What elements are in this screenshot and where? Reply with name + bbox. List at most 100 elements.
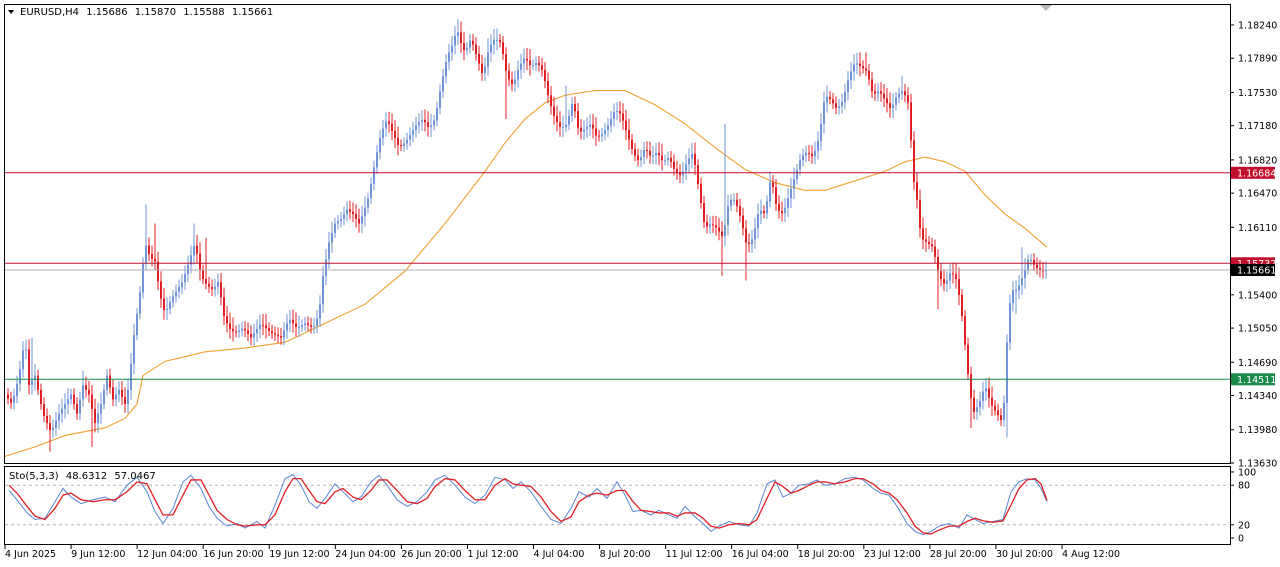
bull-candle[interactable] bbox=[826, 96, 828, 103]
bear-candle[interactable] bbox=[973, 397, 975, 413]
bear-candle[interactable] bbox=[352, 211, 354, 215]
bull-candle[interactable] bbox=[853, 64, 855, 72]
bear-candle[interactable] bbox=[91, 394, 93, 409]
bull-candle[interactable] bbox=[145, 245, 147, 264]
bear-candle[interactable] bbox=[508, 70, 510, 80]
bear-candle[interactable] bbox=[244, 328, 246, 331]
bull-candle[interactable] bbox=[730, 199, 732, 207]
bull-candle[interactable] bbox=[445, 62, 447, 77]
bear-candle[interactable] bbox=[1039, 267, 1041, 271]
bull-candle[interactable] bbox=[406, 139, 408, 144]
bear-candle[interactable] bbox=[499, 39, 501, 43]
bull-candle[interactable] bbox=[175, 291, 177, 297]
bear-candle[interactable] bbox=[919, 199, 921, 229]
bull-candle[interactable] bbox=[319, 304, 321, 319]
bear-candle[interactable] bbox=[112, 387, 114, 400]
bull-candle[interactable] bbox=[139, 292, 141, 314]
bear-candle[interactable] bbox=[703, 202, 705, 222]
bear-candle[interactable] bbox=[250, 334, 252, 338]
bull-candle[interactable] bbox=[691, 153, 693, 159]
bull-candle[interactable] bbox=[784, 207, 786, 214]
bear-candle[interactable] bbox=[274, 333, 276, 335]
bear-candle[interactable] bbox=[676, 168, 678, 173]
bull-candle[interactable] bbox=[454, 35, 456, 46]
bear-candle[interactable] bbox=[772, 182, 774, 188]
bull-candle[interactable] bbox=[586, 126, 588, 130]
bull-candle[interactable] bbox=[976, 407, 978, 413]
bear-candle[interactable] bbox=[502, 42, 504, 55]
bear-candle[interactable] bbox=[1000, 415, 1002, 420]
bull-candle[interactable] bbox=[895, 97, 897, 105]
bear-candle[interactable] bbox=[460, 32, 462, 44]
bear-candle[interactable] bbox=[556, 115, 558, 123]
bear-candle[interactable] bbox=[637, 155, 639, 161]
bear-candle[interactable] bbox=[574, 103, 576, 112]
bear-candle[interactable] bbox=[994, 405, 996, 411]
bear-candle[interactable] bbox=[151, 253, 153, 259]
bull-candle[interactable] bbox=[451, 45, 453, 53]
bear-candle[interactable] bbox=[964, 316, 966, 345]
bull-candle[interactable] bbox=[31, 380, 33, 386]
bear-candle[interactable] bbox=[937, 256, 939, 272]
bull-candle[interactable] bbox=[412, 130, 414, 135]
bear-candle[interactable] bbox=[526, 58, 528, 61]
bull-candle[interactable] bbox=[313, 325, 315, 327]
bull-candle[interactable] bbox=[97, 413, 99, 424]
bear-candle[interactable] bbox=[85, 385, 87, 390]
bear-candle[interactable] bbox=[649, 150, 651, 156]
bull-candle[interactable] bbox=[256, 329, 258, 334]
bull-candle[interactable] bbox=[436, 107, 438, 121]
bear-candle[interactable] bbox=[229, 323, 231, 329]
bear-candle[interactable] bbox=[706, 221, 708, 227]
bull-candle[interactable] bbox=[286, 323, 288, 331]
bull-candle[interactable] bbox=[103, 389, 105, 405]
bear-candle[interactable] bbox=[349, 209, 351, 212]
bull-candle[interactable] bbox=[898, 93, 900, 98]
bull-candle[interactable] bbox=[604, 130, 606, 135]
bear-candle[interactable] bbox=[775, 187, 777, 204]
bear-candle[interactable] bbox=[970, 373, 972, 398]
bear-candle[interactable] bbox=[958, 278, 960, 295]
bull-candle[interactable] bbox=[844, 92, 846, 102]
bull-candle[interactable] bbox=[361, 216, 363, 224]
bear-candle[interactable] bbox=[205, 278, 207, 284]
bear-candle[interactable] bbox=[544, 69, 546, 82]
bull-candle[interactable] bbox=[709, 224, 711, 227]
bear-candle[interactable] bbox=[211, 286, 213, 290]
bull-candle[interactable] bbox=[127, 389, 129, 405]
bear-candle[interactable] bbox=[658, 153, 660, 156]
bear-candle[interactable] bbox=[748, 242, 750, 245]
bear-candle[interactable] bbox=[391, 123, 393, 131]
bear-candle[interactable] bbox=[7, 394, 9, 399]
bull-candle[interactable] bbox=[373, 167, 375, 184]
bull-candle[interactable] bbox=[769, 182, 771, 202]
bull-candle[interactable] bbox=[1012, 290, 1014, 304]
bear-candle[interactable] bbox=[712, 224, 714, 226]
bull-candle[interactable] bbox=[283, 330, 285, 338]
bull-candle[interactable] bbox=[523, 58, 525, 64]
bear-candle[interactable] bbox=[310, 325, 312, 327]
bear-candle[interactable] bbox=[199, 253, 201, 271]
bull-candle[interactable] bbox=[1024, 269, 1026, 279]
bull-candle[interactable] bbox=[130, 363, 132, 390]
bear-candle[interactable] bbox=[934, 246, 936, 257]
bear-candle[interactable] bbox=[988, 388, 990, 398]
bear-candle[interactable] bbox=[505, 54, 507, 71]
bull-candle[interactable] bbox=[607, 125, 609, 131]
bull-candle[interactable] bbox=[493, 39, 495, 45]
bear-candle[interactable] bbox=[763, 210, 765, 214]
bull-candle[interactable] bbox=[793, 179, 795, 189]
bear-candle[interactable] bbox=[634, 149, 636, 156]
bear-candle[interactable] bbox=[697, 164, 699, 184]
bull-candle[interactable] bbox=[172, 296, 174, 302]
bull-candle[interactable] bbox=[847, 80, 849, 93]
bear-candle[interactable] bbox=[307, 323, 309, 326]
bear-candle[interactable] bbox=[397, 138, 399, 146]
bull-candle[interactable] bbox=[55, 420, 57, 428]
bull-candle[interactable] bbox=[823, 102, 825, 124]
bear-candle[interactable] bbox=[154, 258, 156, 262]
bear-candle[interactable] bbox=[559, 122, 561, 127]
bull-candle[interactable] bbox=[688, 158, 690, 165]
bear-candle[interactable] bbox=[904, 91, 906, 96]
